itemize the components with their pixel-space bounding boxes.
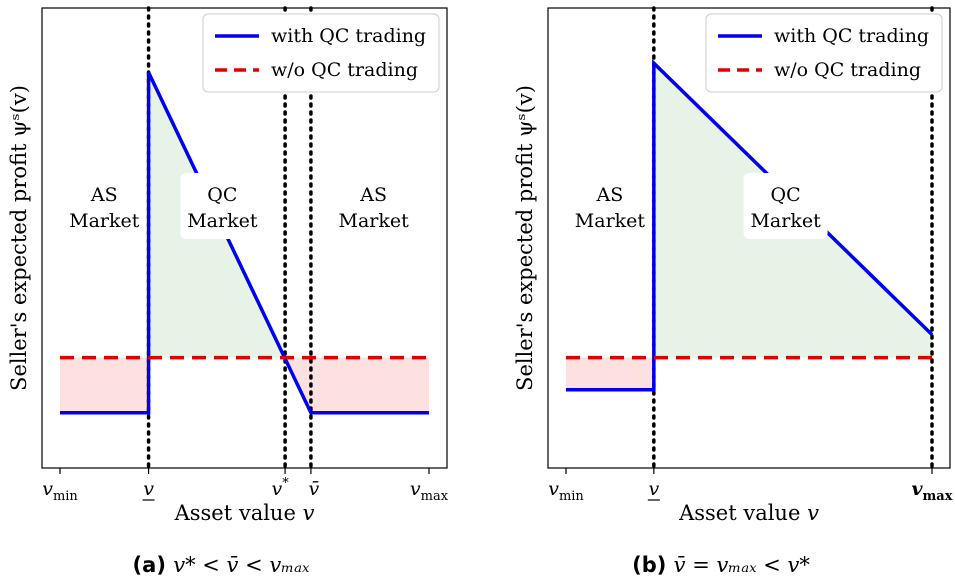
region-label-box <box>180 173 265 239</box>
legend-box <box>202 13 440 93</box>
plot-frame <box>547 7 951 469</box>
region-label-line1: QC <box>771 184 801 206</box>
legend-entry-label: w/o QC trading <box>774 59 921 81</box>
region-label-line2: Market <box>187 210 258 232</box>
x-tick-label: vmin <box>42 478 78 504</box>
x-axis-label: Asset value v <box>678 501 819 525</box>
panel-caption: (b) v̄ = vₘₐₓ < v* <box>632 553 810 577</box>
chart-panel-a: vmin v v* v̄ vmax Asset value v Seller's expec… <box>7 6 449 577</box>
region-label-line1: AS <box>359 184 387 206</box>
plot-frame <box>41 7 448 469</box>
as-loss-region-left <box>566 357 654 390</box>
panel-caption: (a) v* < v̄ < vₘₐₓ <box>133 553 310 577</box>
region-label-line1: AS <box>596 184 624 206</box>
legend-entry-label: w/o QC trading <box>271 59 418 81</box>
region-label-line2: Market <box>575 210 646 232</box>
x-tick-label: v* <box>271 476 289 500</box>
x-tick-label: vmax <box>410 478 449 504</box>
region-label-line1: QC <box>207 184 237 206</box>
series-with-qc-line <box>60 71 429 415</box>
legend-entry-label: with QC trading <box>774 25 929 47</box>
region-label-line1: AS <box>90 184 118 206</box>
as-loss-region-right <box>285 357 429 413</box>
region-label-line2: Market <box>339 210 410 232</box>
x-tick-label: vmin <box>548 478 584 504</box>
x-axis-label: Asset value v <box>174 501 315 525</box>
region-label-line2: Market <box>69 210 140 232</box>
as-loss-region-left <box>60 357 149 413</box>
x-tick-label: v <box>143 478 154 500</box>
legend-box <box>705 13 943 93</box>
y-axis-label: Seller's expected profit ψˢ(v) <box>513 85 537 391</box>
region-label-line2: Market <box>750 210 821 232</box>
legend-entry-label: with QC trading <box>271 25 426 47</box>
x-tick-label: vmax <box>912 478 953 504</box>
chart-panel-b: vmin v vmax Asset value v Seller's expected … <box>513 6 953 577</box>
x-tick-label: v̄ <box>309 478 320 500</box>
x-tick-label: v <box>648 478 659 500</box>
region-label-box <box>743 173 828 239</box>
y-axis-label: Seller's expected profit ψˢ(v) <box>7 85 31 391</box>
